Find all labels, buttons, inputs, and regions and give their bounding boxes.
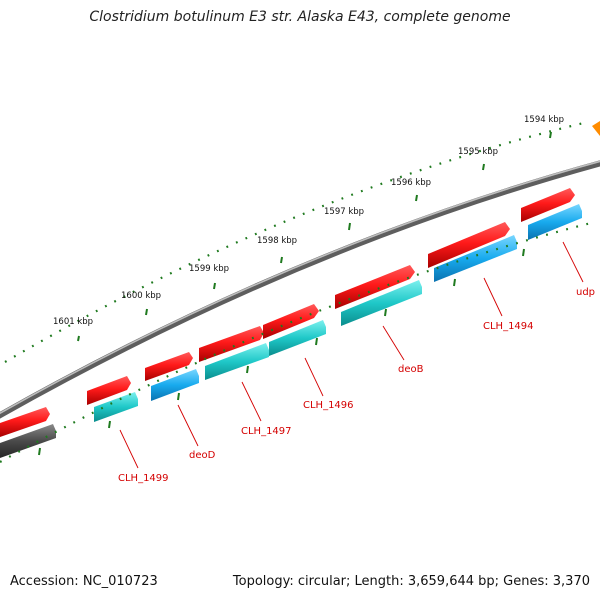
outer-tick-ring <box>4 120 589 363</box>
tick-major <box>315 337 318 346</box>
tick-major <box>38 447 41 456</box>
scale-label: 1601 kbp <box>53 317 93 327</box>
tick-major <box>145 308 148 316</box>
gene-forward <box>335 265 415 309</box>
genome-summary-text: Topology: circular; Length: 3,659,644 bp… <box>232 574 590 589</box>
orange-feature <box>592 121 600 136</box>
tick-major <box>246 365 249 374</box>
label-leader <box>177 404 199 447</box>
gene-forward <box>521 188 575 222</box>
label-leader <box>562 241 584 283</box>
gene-reverse <box>528 204 582 240</box>
gene-reverse <box>269 320 326 356</box>
gene-label-clh-1496: CLH_1496 <box>303 400 354 411</box>
tick-major <box>482 163 485 171</box>
gene-reverse <box>434 235 517 282</box>
tick-major <box>280 256 283 264</box>
tick-major <box>522 248 525 257</box>
gene-reverse <box>151 369 199 401</box>
tick-major <box>453 278 456 287</box>
scale-label: 1598 kbp <box>257 236 297 246</box>
tick-major <box>213 282 216 290</box>
genome-title: Clostridium botulinum E3 str. Alaska E43… <box>89 9 511 25</box>
gene-forward <box>428 222 510 268</box>
scale-labels: 1594 kbp 1595 kbp 1596 kbp 1597 kbp 1598… <box>53 115 564 327</box>
gene-forward <box>145 352 193 381</box>
label-leader <box>483 277 503 317</box>
gene-label-udp: udp <box>576 287 595 298</box>
gene-label-clh-1499: CLH_1499 <box>118 473 169 484</box>
accession-text: Accession: NC_010723 <box>10 574 158 589</box>
scale-label: 1594 kbp <box>524 115 564 125</box>
tick-major <box>77 335 80 342</box>
label-leader <box>304 357 324 397</box>
gene-forward <box>87 376 131 405</box>
gene-reverse <box>0 424 56 458</box>
tick-major <box>348 222 351 231</box>
gene-reverse <box>205 343 269 380</box>
label-leaders <box>119 241 584 469</box>
gene-label-deob: deoB <box>398 364 424 375</box>
inner-tick-ring <box>0 220 596 463</box>
forward-strand-genes <box>0 188 575 437</box>
gene-forward <box>199 326 264 362</box>
gene-labels: udp CLH_1494 deoB CLH_1496 CLH_1497 deoD… <box>118 287 595 484</box>
gene-reverse <box>341 280 422 326</box>
scale-label: 1597 kbp <box>324 207 364 217</box>
genome-backbone <box>0 160 600 419</box>
tick-major <box>384 308 387 317</box>
scale-label: 1600 kbp <box>121 291 161 301</box>
tick-major <box>415 194 418 202</box>
scale-label: 1595 kbp <box>458 147 498 157</box>
gene-label-clh-1494: CLH_1494 <box>483 321 534 332</box>
scale-label: 1596 kbp <box>391 178 431 188</box>
gene-label-deod: deoD <box>189 450 216 461</box>
reverse-strand-genes <box>0 204 582 458</box>
tick-major <box>108 420 111 429</box>
tick-major <box>177 392 180 401</box>
label-leader <box>382 325 405 361</box>
scale-label: 1599 kbp <box>189 264 229 274</box>
label-leader <box>241 381 262 422</box>
tick-major <box>549 131 552 139</box>
label-leader <box>119 429 139 469</box>
gene-forward <box>0 407 50 437</box>
gene-label-clh-1497: CLH_1497 <box>241 426 292 437</box>
gene-reverse <box>94 392 138 422</box>
